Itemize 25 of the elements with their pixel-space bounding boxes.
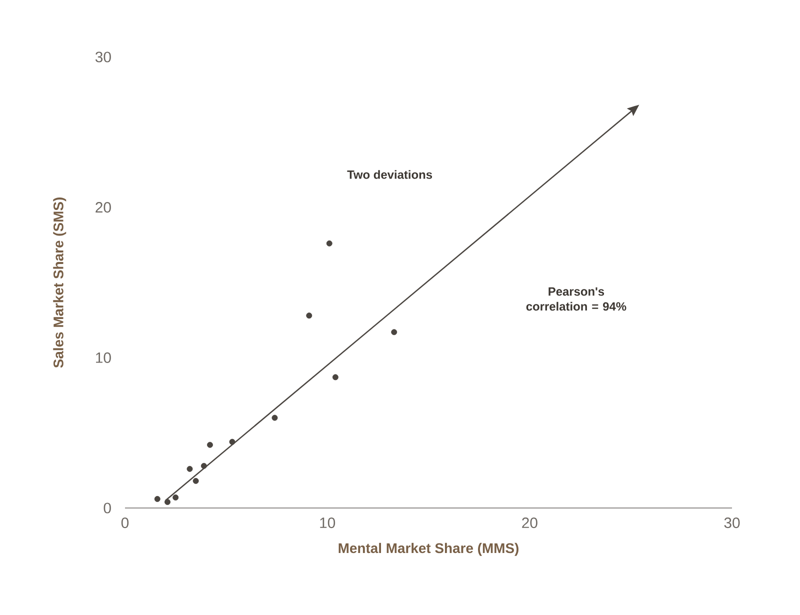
y-tick-label: 20 — [96, 202, 111, 213]
point — [306, 312, 312, 319]
point — [332, 374, 338, 380]
point — [391, 329, 398, 336]
point — [186, 466, 193, 472]
point — [206, 442, 213, 448]
point — [192, 478, 199, 484]
x-axis-title: Mental Market Share (MMS) — [338, 542, 518, 556]
y-tick-label: 0 — [104, 502, 111, 514]
x-tick-label: 30 — [724, 517, 740, 528]
point — [326, 240, 332, 246]
x-tick-label: 10 — [320, 517, 336, 528]
y-axis-title: Sales Market Share (SMS) — [53, 198, 66, 368]
x-tick-label: 20 — [522, 517, 538, 528]
x-tick-label: 0 — [121, 517, 129, 528]
annotation: Two deviations — [347, 170, 432, 179]
annotation: Pearson's correlation = 94% — [526, 287, 626, 311]
point — [172, 494, 179, 500]
point — [229, 438, 236, 445]
point — [272, 414, 278, 421]
point — [200, 462, 207, 469]
y-tick-label: 10 — [96, 352, 111, 363]
point — [164, 498, 170, 505]
point — [154, 496, 160, 502]
y-tick-label: 30 — [95, 52, 111, 62]
